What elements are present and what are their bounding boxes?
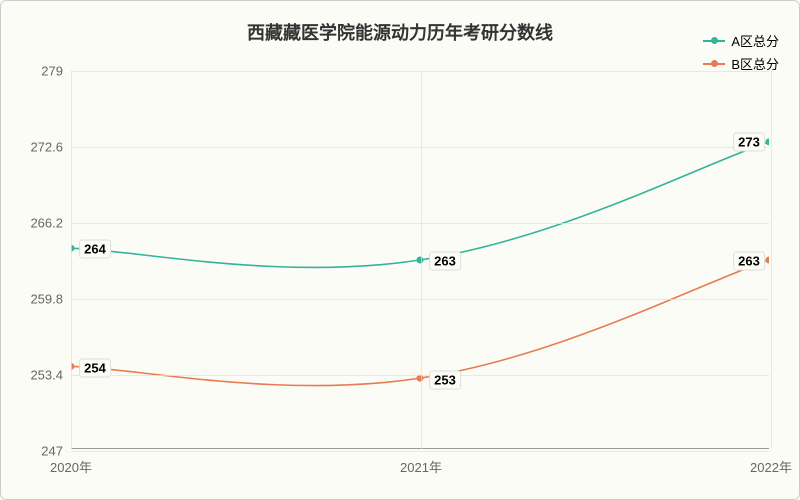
x-tick-label: 2022年 [750, 457, 792, 476]
data-label: 254 [79, 358, 111, 377]
x-axis-line [71, 448, 769, 449]
series-line [71, 260, 769, 386]
data-label: 263 [733, 252, 765, 271]
plot-area: 247253.4259.8266.2272.62792020年2021年2022… [71, 71, 769, 449]
y-tick-label: 253.4 [30, 368, 63, 383]
y-gridline [71, 299, 769, 300]
data-point[interactable] [417, 257, 424, 264]
legend-swatch-a [703, 40, 725, 42]
x-gridline [71, 71, 72, 449]
y-gridline [71, 451, 769, 452]
series-line [71, 142, 769, 268]
x-tick-label: 2021年 [400, 457, 442, 476]
data-label: 263 [429, 252, 461, 271]
x-gridline [771, 71, 772, 449]
y-gridline [71, 147, 769, 148]
legend-swatch-b [703, 63, 725, 65]
x-tick-label: 2020年 [50, 457, 92, 476]
data-label: 253 [429, 370, 461, 389]
y-tick-label: 272.6 [30, 140, 63, 155]
data-point[interactable] [766, 138, 769, 145]
data-point[interactable] [766, 257, 769, 264]
chart-container: 西藏藏医学院能源动力历年考研分数线 A区总分 B区总分 247253.4259.… [0, 0, 800, 500]
chart-title: 西藏藏医学院能源动力历年考研分数线 [1, 19, 799, 45]
plot-svg [71, 71, 769, 449]
legend-item-a[interactable]: A区总分 [703, 31, 779, 50]
y-gridline [71, 223, 769, 224]
y-tick-label: 279 [41, 64, 63, 79]
x-gridline [421, 71, 422, 449]
y-tick-label: 266.2 [30, 216, 63, 231]
y-gridline [71, 375, 769, 376]
data-label: 273 [733, 133, 765, 152]
y-gridline [71, 71, 769, 72]
y-tick-label: 259.8 [30, 292, 63, 307]
data-label: 264 [79, 240, 111, 259]
legend-label-a: A区总分 [731, 31, 779, 50]
